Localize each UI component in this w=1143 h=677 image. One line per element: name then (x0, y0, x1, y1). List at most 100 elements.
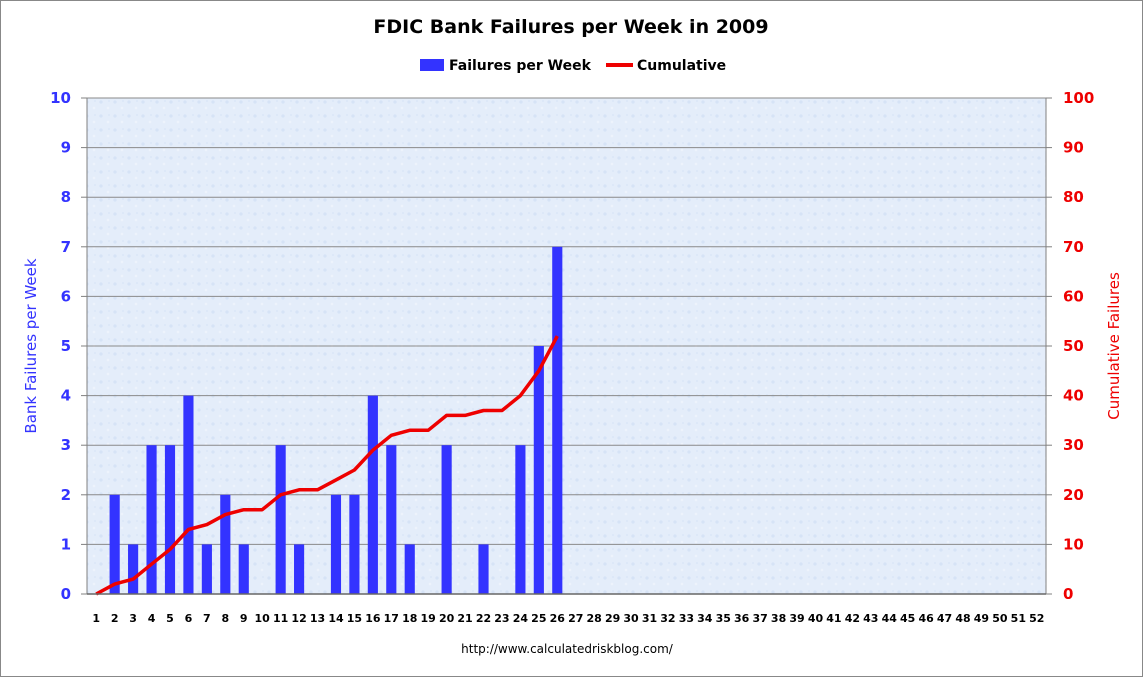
y-left-tick-label: 0 (61, 585, 71, 603)
y-axis-right-ticks: 0 10 20 30 40 50 60 70 80 90 100 (1063, 89, 1094, 603)
x-tick-label: 13 (310, 612, 325, 625)
y-right-tick-label: 90 (1063, 139, 1084, 157)
x-tick-label: 50 (992, 612, 1008, 625)
y-left-tick-label: 1 (61, 535, 71, 553)
y-right-tick-label: 70 (1063, 238, 1084, 256)
y-right-tick-label: 60 (1063, 287, 1084, 305)
bar (533, 346, 544, 594)
y-right-tick-label: 10 (1063, 535, 1084, 553)
x-tick-label: 16 (365, 612, 381, 625)
y-axis-left-label: Bank Failures per Week (22, 258, 40, 433)
x-tick-label: 3 (129, 612, 137, 625)
x-tick-label: 49 (974, 612, 989, 625)
bar (386, 445, 397, 594)
x-tick-label: 2 (111, 612, 119, 625)
x-tick-label: 22 (476, 612, 491, 625)
x-tick-label: 34 (697, 612, 713, 625)
x-tick-label: 51 (1011, 612, 1026, 625)
bar (552, 246, 563, 595)
x-tick-label: 24 (513, 612, 529, 625)
x-tick-label: 7 (203, 612, 211, 625)
gridlines (87, 97, 1046, 545)
x-tick-label: 8 (221, 612, 229, 625)
y-right-tick-label: 80 (1063, 188, 1084, 206)
bar (441, 445, 452, 594)
x-tick-label: 1 (92, 612, 100, 625)
x-tick-label: 11 (273, 612, 288, 625)
axes (81, 97, 1052, 595)
bar (109, 494, 120, 594)
bar (220, 494, 231, 594)
legend-label-cumulative: Cumulative (637, 58, 726, 74)
y-left-tick-label: 6 (61, 287, 71, 305)
y-right-tick-label: 30 (1063, 436, 1084, 454)
x-tick-label: 42 (845, 612, 860, 625)
x-tick-label: 14 (328, 612, 344, 625)
bar (294, 544, 305, 594)
x-tick-label: 6 (185, 612, 193, 625)
y-left-tick-label: 2 (61, 486, 71, 504)
bar (183, 395, 194, 594)
bar (349, 494, 360, 594)
y-right-tick-label: 50 (1063, 337, 1084, 355)
y-axis-left-ticks: 0 1 2 3 4 5 6 7 8 9 10 (50, 89, 71, 603)
y-left-tick-label: 10 (50, 89, 71, 107)
y-left-tick-label: 8 (61, 188, 71, 206)
x-tick-label: 38 (771, 612, 786, 625)
bar (275, 445, 286, 594)
x-tick-label: 52 (1029, 612, 1044, 625)
y-right-tick-label: 20 (1063, 486, 1084, 504)
x-tick-label: 36 (734, 612, 750, 625)
y-left-tick-label: 7 (61, 238, 71, 256)
chart-title: FDIC Bank Failures per Week in 2009 (373, 16, 768, 38)
x-tick-label: 4 (148, 612, 156, 625)
x-tick-label: 35 (716, 612, 731, 625)
x-tick-label: 48 (955, 612, 970, 625)
bars-failures-per-week (109, 246, 563, 595)
x-tick-label: 15 (347, 612, 362, 625)
x-tick-label: 28 (587, 612, 602, 625)
bar (146, 445, 157, 594)
x-tick-label: 37 (752, 612, 767, 625)
bar (164, 445, 176, 594)
bar (330, 494, 342, 594)
bar (367, 395, 378, 594)
bar (478, 544, 489, 594)
x-tick-label: 31 (642, 612, 657, 625)
x-tick-label: 47 (937, 612, 952, 625)
x-tick-label: 33 (679, 612, 694, 625)
x-tick-label: 45 (900, 612, 915, 625)
y-left-tick-label: 4 (61, 387, 71, 405)
x-tick-label: 23 (494, 612, 509, 625)
source-url: http://www.calculatedriskblog.com/ (461, 642, 674, 656)
legend: Failures per Week Cumulative (420, 58, 726, 74)
y-right-tick-label: 100 (1063, 89, 1094, 107)
x-tick-label: 19 (421, 612, 436, 625)
legend-label-failures: Failures per Week (449, 58, 592, 74)
x-tick-label: 44 (882, 612, 898, 625)
x-tick-label: 9 (240, 612, 248, 625)
y-right-tick-label: 0 (1063, 585, 1073, 603)
legend-swatch-failures (420, 59, 444, 71)
x-tick-label: 20 (439, 612, 455, 625)
x-tick-label: 32 (660, 612, 675, 625)
x-axis-ticks: 1 2 3 4 5 6 7 8 9 10 11 12 13 14 15 16 17 18 19 20 21 22 23 24 2… (92, 612, 1044, 625)
bar (238, 544, 249, 594)
y-left-tick-label: 9 (61, 139, 71, 157)
x-tick-label: 27 (568, 612, 583, 625)
x-tick-label: 12 (291, 612, 306, 625)
x-tick-label: 46 (918, 612, 934, 625)
x-tick-label: 29 (605, 612, 620, 625)
bar (201, 544, 212, 594)
x-tick-label: 18 (402, 612, 417, 625)
x-tick-label: 40 (808, 612, 824, 625)
x-tick-label: 30 (623, 612, 639, 625)
y-left-tick-label: 5 (61, 337, 71, 355)
line-cumulative (95, 335, 559, 596)
bar (515, 445, 526, 594)
x-tick-label: 17 (384, 612, 399, 625)
x-tick-label: 10 (255, 612, 271, 625)
bar (404, 544, 415, 594)
y-axis-right-label: Cumulative Failures (1105, 272, 1123, 420)
